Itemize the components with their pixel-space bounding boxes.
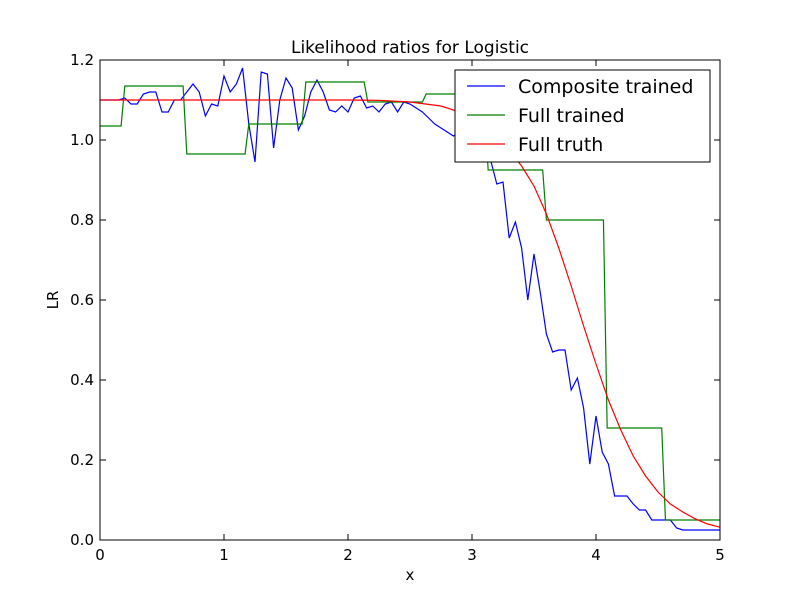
x-tick-label: 3 <box>467 546 477 564</box>
legend-box <box>454 69 711 163</box>
legend-label-composite-trained: Composite trained <box>518 76 693 98</box>
ticks-layer: 0 1 2 3 4 5 0.0 0.2 0.4 0.6 0.8 1.0 1.2 <box>70 51 725 564</box>
x-tick-label: 5 <box>715 546 725 564</box>
x-axis-label: x <box>406 566 415 584</box>
x-tick-label: 1 <box>219 546 229 564</box>
series-line-full-trained <box>100 81 720 521</box>
y-tick-label: 0.0 <box>70 531 94 549</box>
x-tick-label: 0 <box>95 546 105 564</box>
y-tick-label: 0.4 <box>70 371 94 389</box>
x-tick-label: 2 <box>343 546 353 564</box>
series-layer <box>100 67 720 531</box>
y-tick-label: 1.2 <box>70 51 94 69</box>
legend-label-full-trained: Full trained <box>518 105 625 127</box>
y-tick-label: 1.0 <box>70 131 94 149</box>
series-line-composite-trained <box>100 67 720 531</box>
legend-label-full-truth: Full truth <box>518 134 603 156</box>
y-tick-label: 0.6 <box>70 291 94 309</box>
y-tick-label: 0.8 <box>70 211 94 229</box>
x-tick-label: 4 <box>591 546 601 564</box>
legend: Composite trained Full trained Full truth <box>454 69 711 163</box>
series-line-full-truth <box>100 99 720 528</box>
y-axis-label: LR <box>44 291 62 310</box>
y-tick-label: 0.2 <box>70 451 94 469</box>
chart-title: Likelihood ratios for Logistic <box>291 38 529 58</box>
